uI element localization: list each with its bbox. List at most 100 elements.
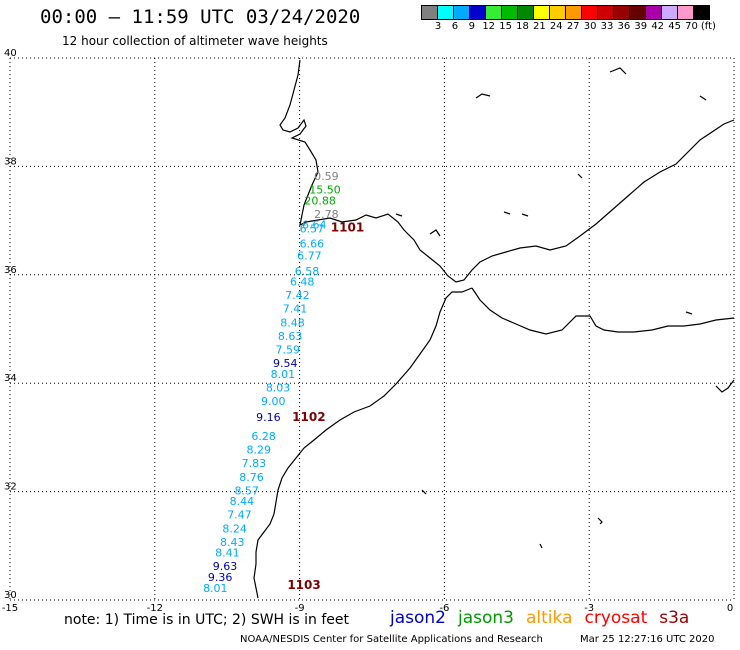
wave-height-label: 8.57 (234, 484, 259, 497)
colorbar-label: 18 (516, 21, 529, 32)
mission-legend-item: altika (526, 608, 573, 628)
y-tick-label: 38 (4, 156, 17, 167)
wave-height-label: 0.59 (314, 170, 339, 183)
colorbar-label: 12 (482, 21, 496, 32)
wave-height-label: 8.43 (220, 536, 245, 549)
wave-height-label: 9.16 (256, 411, 281, 424)
coast-spain-south (405, 119, 735, 283)
wave-height-label: 8.76 (239, 471, 264, 484)
wave-height-label: 20.88 (304, 194, 336, 207)
wave-height-label: 6.58 (295, 265, 320, 278)
x-tick-label: 0 (727, 603, 733, 614)
colorbar-label: 39 (634, 21, 648, 32)
y-tick-label: 36 (4, 265, 17, 276)
coast-morocco (253, 287, 473, 599)
coast-detail-5 (597, 517, 603, 525)
buoy-id-label: 1102 (292, 410, 325, 424)
coast-detail-4 (539, 543, 543, 549)
coastline (253, 59, 735, 599)
wave-height-label: 8.41 (215, 547, 240, 560)
wave-height-label: 7.47 (227, 509, 252, 522)
x-tick-label: -3 (584, 603, 594, 614)
colorbar-label: 42 (651, 21, 665, 32)
colorbar-label: 45 (668, 21, 681, 32)
wave-height-label: 8.63 (278, 330, 303, 343)
credit-line: NOAA/NESDIS Center for Satellite Applica… (240, 634, 543, 645)
x-tick-label: -15 (2, 603, 18, 614)
y-tick-label: 32 (4, 482, 17, 493)
y-tick-label: 40 (4, 48, 17, 59)
generation-timestamp: Mar 25 12:27:16 UTC 2020 (580, 634, 715, 645)
x-tick-label: -12 (147, 603, 163, 614)
altimeter-observations: 0.5915.5020.882.786.646.576.666.776.586.… (203, 170, 341, 595)
buoy-id-label: 1103 (287, 578, 320, 592)
wave-height-label: 9.00 (261, 395, 286, 408)
wave-height-label: 8.48 (280, 316, 305, 329)
wave-height-colorbar (421, 5, 710, 20)
wave-height-label: 6.66 (300, 238, 325, 251)
colorbar-label: 36 (617, 21, 631, 32)
map-title: 00:00 – 11:59 UTC 03/24/2020 (40, 6, 361, 28)
coast-detail-13 (699, 95, 707, 101)
buoy-id-label: 1101 (331, 220, 364, 234)
coast-detail-8 (475, 93, 491, 99)
axis-tick-labels: -15 -12 -9 -6 -3 0 40 38 36 34 32 30 (2, 48, 733, 614)
wave-height-label: 6.77 (297, 250, 322, 263)
coast-detail-1 (429, 229, 441, 237)
colorbar-label: 30 (583, 21, 597, 32)
y-tick-label: 34 (4, 373, 17, 384)
mission-legend-item: jason2 (390, 608, 446, 628)
coast-portugal (279, 59, 407, 233)
y-tick-label: 30 (4, 590, 17, 601)
coast-detail-12 (577, 173, 583, 179)
colorbar-label: 33 (600, 21, 614, 32)
coast-north-africa (471, 287, 735, 335)
coast-detail-3 (715, 379, 735, 393)
coast-detail-6 (421, 489, 427, 495)
colorbar-label: 6 (451, 21, 459, 32)
coast-detail-11 (685, 311, 693, 315)
x-tick-label: -6 (439, 603, 449, 614)
wave-height-label: 8.29 (247, 444, 271, 457)
colorbar-label: 27 (566, 21, 580, 32)
colorbar-label: 9 (468, 21, 475, 32)
wave-height-label: 7.59 (275, 343, 300, 356)
footnote: note: 1) Time is in UTC; 2) SWH is in fe… (64, 612, 350, 628)
colorbar-swatch (693, 5, 710, 20)
map-subtitle: 12 hour collection of altimeter wave hei… (62, 34, 328, 48)
colorbar-label: 24 (549, 21, 563, 32)
x-tick-label: -9 (295, 603, 305, 614)
coast-detail-7 (609, 67, 627, 75)
wave-height-label: 8.44 (230, 495, 255, 508)
mission-legend: jason2 jason3 altika cryosat s3a (390, 608, 701, 628)
colorbar-label: 3 (434, 21, 442, 32)
mission-legend-item: jason3 (458, 608, 514, 628)
wave-height-label: 9.54 (273, 357, 298, 370)
wave-height-label: 15.50 (309, 184, 341, 197)
wave-height-label: 7.83 (242, 457, 267, 470)
coast-detail-9 (503, 211, 511, 215)
wave-height-label: 7.42 (285, 289, 310, 302)
wave-height-label: 6.48 (290, 276, 315, 289)
colorbar-label: 70 (685, 21, 698, 32)
wave-height-label: 6.64 (302, 219, 327, 232)
colorbar-label: 15 (499, 21, 512, 32)
colorbar-label: (ft) (700, 21, 716, 32)
wave-height-label: 7.41 (283, 303, 308, 316)
colorbar-label: 21 (533, 21, 546, 32)
colorbar-labels: 3 6 9 12 15 18 21 24 27 30 33 36 39 42 45 70 (ft) (422, 21, 740, 33)
wave-height-label: 8.01 (203, 582, 228, 595)
mission-legend-item: cryosat (584, 608, 648, 628)
wave-height-label: 9.36 (208, 571, 233, 584)
wave-height-label: 6.28 (251, 430, 275, 443)
wave-height-label: 8.24 (222, 522, 247, 535)
wave-height-label: 6.57 (300, 223, 325, 236)
coast-detail-2 (395, 213, 403, 217)
wave-height-label: 8.03 (266, 381, 291, 394)
lat-lon-grid (9, 57, 735, 601)
buoy-labels: 1101 1102 1103 (287, 220, 364, 592)
coast-detail-10 (521, 213, 529, 217)
wave-height-label: 9.63 (213, 560, 238, 573)
wave-height-label: 2.78 (314, 208, 339, 221)
